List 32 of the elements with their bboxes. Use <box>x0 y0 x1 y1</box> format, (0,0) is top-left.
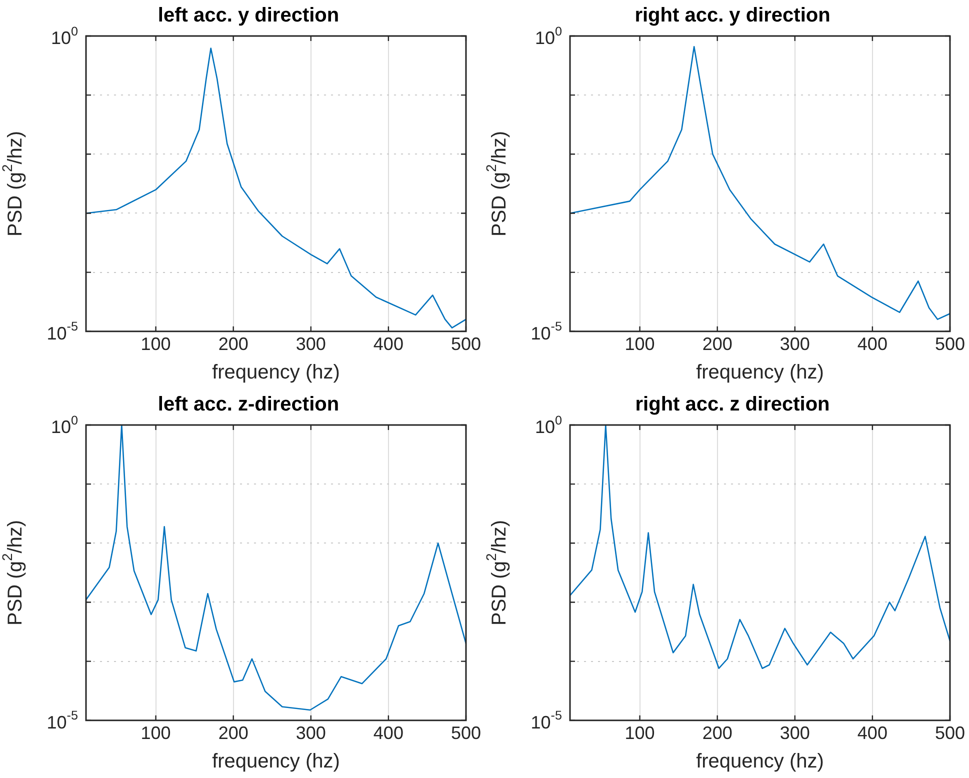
x-axis-title: frequency (hz) <box>212 362 340 384</box>
x-tick-label: 300 <box>296 334 326 354</box>
x-axis-title: frequency (hz) <box>696 750 824 773</box>
x-tick-label: 500 <box>450 334 482 354</box>
y-axis-title: PSD (g2/hz) <box>482 520 511 626</box>
x-axis-title: frequency (hz) <box>696 362 824 384</box>
x-tick-label: 500 <box>934 723 966 744</box>
x-tick-label: 400 <box>373 723 404 744</box>
x-tick-label: 100 <box>624 723 655 744</box>
x-tick-label: 400 <box>857 334 888 354</box>
x-tick-label: 500 <box>450 723 482 744</box>
x-tick-label: 500 <box>934 334 966 354</box>
x-tick-label: 100 <box>624 334 655 354</box>
chart-title: left acc. z-direction <box>158 394 340 416</box>
x-tick-label: 100 <box>140 723 171 744</box>
chart-title: left acc. y direction <box>158 4 340 27</box>
x-tick-label: 200 <box>702 723 732 744</box>
chart-title: right acc. y direction <box>634 4 830 27</box>
x-axis-title: frequency (hz) <box>212 750 340 773</box>
chart-title: right acc. z direction <box>635 394 830 416</box>
x-tick-label: 300 <box>780 334 810 354</box>
y-axis-title: PSD (g2/hz) <box>482 130 511 236</box>
x-tick-label: 200 <box>702 334 732 354</box>
x-tick-label: 200 <box>218 334 248 354</box>
y-axis-title: PSD (g2/hz) <box>0 130 27 236</box>
y-axis-title: PSD (g2/hz) <box>0 520 27 626</box>
x-tick-label: 100 <box>140 334 171 354</box>
x-tick-label: 200 <box>218 723 248 744</box>
x-tick-label: 400 <box>373 334 404 354</box>
x-tick-label: 300 <box>296 723 326 744</box>
x-tick-label: 400 <box>857 723 888 744</box>
x-tick-label: 300 <box>780 723 810 744</box>
